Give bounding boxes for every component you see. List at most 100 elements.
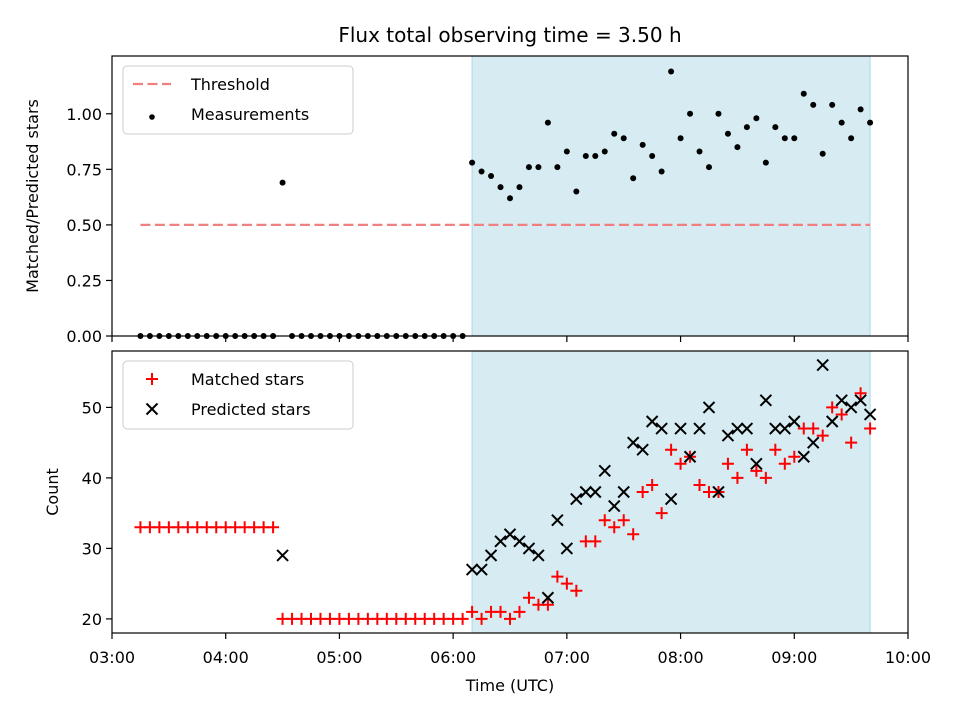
predicted-star-point: [541, 591, 555, 604]
matched-star-point: [788, 450, 801, 463]
matched-star-point: [627, 528, 640, 541]
predicted-star-point: [778, 422, 792, 435]
measurement-point: [554, 164, 561, 171]
predicted-star-point: [617, 485, 630, 499]
x-tick-label: 04:00: [203, 648, 249, 667]
matched-star-point: [769, 443, 782, 456]
matched-star-point: [636, 486, 649, 498]
measurement-point: [535, 164, 542, 171]
measurement-point: [867, 119, 874, 126]
measurement-point: [677, 135, 684, 142]
matched-star-point: [665, 443, 678, 456]
matched-star-point: [570, 584, 583, 597]
matched-star-point: [267, 521, 280, 534]
matched-star-point: [598, 514, 611, 527]
predicted-star-point: [579, 485, 593, 499]
measurement-point: [810, 101, 817, 108]
matched-star-point: [750, 464, 763, 477]
measurement-point: [592, 153, 599, 159]
legend-measurements-swatch: [149, 114, 155, 120]
matched-star-point: [826, 401, 839, 414]
predicted-star-point: [570, 492, 583, 506]
measurement-point: [829, 101, 836, 108]
predicted-star-point: [807, 436, 820, 449]
matched-star-point: [740, 443, 753, 456]
predicted-star-point: [759, 394, 773, 407]
measurement-point: [706, 164, 712, 171]
matched-star-point: [541, 598, 554, 611]
predicted-star-point: [532, 549, 545, 562]
legend-label: Threshold: [190, 75, 270, 94]
predicted-star-point: [740, 422, 754, 435]
predicted-star-point: [664, 492, 678, 506]
matched-star-point: [655, 507, 668, 520]
measurement-point: [478, 168, 485, 175]
measurement-point: [279, 179, 286, 186]
matched-star-point: [646, 478, 659, 491]
matched-star-point: [589, 535, 602, 548]
predicted-star-point: [854, 394, 867, 407]
measurement-point: [800, 90, 807, 97]
top-panel: 0.00 0.25 0.50 0.75 1.00 Threshold Measurement…: [66, 55, 909, 346]
predicted-star-point: [589, 485, 602, 499]
predicted-star-point: [750, 457, 763, 471]
measurement-point: [743, 124, 750, 131]
matched-star-point: [864, 422, 877, 435]
predicted-star-point: [683, 450, 697, 463]
predicted-star-point: [626, 436, 640, 449]
matched-star-point: [608, 521, 621, 534]
x-tick-label: 09:00: [771, 648, 817, 667]
y-tick-label: 1.00: [66, 105, 102, 124]
predicted-star-point: [276, 549, 289, 562]
predicted-star-point: [863, 408, 877, 421]
matched-star-point: [494, 605, 507, 618]
measurement-point: [848, 135, 855, 142]
x-tick-label: 07:00: [544, 648, 590, 667]
chart-title: Flux total observing time = 3.50 h: [338, 23, 681, 47]
measurement-point: [649, 153, 656, 159]
measurement-point: [611, 130, 618, 137]
matched-star-point: [816, 429, 829, 442]
measurement-point: [582, 153, 589, 159]
y-tick-label: 40: [82, 469, 102, 488]
matched-star-point: [522, 591, 535, 604]
measurement-point: [696, 148, 703, 155]
x-tick-label: 03:00: [89, 648, 135, 667]
measurement-point: [668, 68, 675, 75]
measurement-point: [753, 115, 760, 122]
predicted-star-point: [816, 358, 829, 372]
legend-label: Measurements: [191, 105, 309, 124]
predicted-star-point: [835, 394, 848, 407]
y-tick-label: 20: [82, 610, 102, 629]
y-tick-label: 0.00: [66, 327, 102, 346]
legend-predicted-swatch: [145, 402, 159, 416]
measurement-point: [525, 164, 532, 171]
predicted-star-point: [693, 422, 706, 435]
matched-star-point: [475, 612, 488, 625]
highlight-span: [471, 350, 871, 634]
predicted-star-point: [522, 542, 536, 555]
matched-star-point: [513, 605, 526, 618]
x-axis-label: Time (UTC): [465, 676, 554, 695]
predicted-star-point: [702, 401, 716, 414]
predicted-star-point: [769, 422, 782, 435]
predicted-star-point: [797, 450, 810, 463]
y-tick-label: 0.50: [66, 216, 102, 235]
measurement-point: [715, 110, 722, 117]
top-y-axis-label: Matched/Predicted stars: [23, 99, 42, 293]
predicted-star-point: [674, 422, 687, 435]
matched-star-point: [617, 514, 630, 527]
measurement-point: [573, 188, 580, 195]
legend-label: Matched stars: [191, 370, 304, 389]
predicted-star-point: [503, 528, 517, 541]
measurement-point: [819, 150, 826, 157]
predicted-star-point: [825, 415, 839, 428]
axes-frame: [111, 350, 909, 634]
legend-box: [122, 360, 354, 430]
measurement-point: [507, 195, 513, 202]
matched-star-point: [466, 605, 479, 618]
matched-star-point: [845, 436, 858, 449]
measurement-point: [734, 144, 741, 151]
predicted-star-point: [655, 422, 668, 435]
predicted-star-point: [494, 535, 507, 548]
